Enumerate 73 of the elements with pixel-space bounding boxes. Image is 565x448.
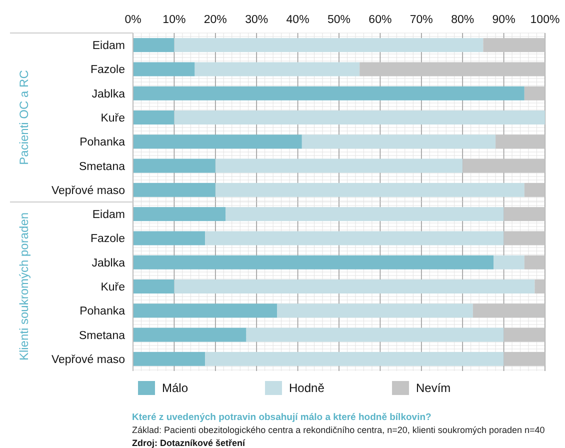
x-tick-label: 0% <box>124 14 142 26</box>
y-tick-label: Jablka <box>92 257 126 270</box>
bar <box>133 207 226 222</box>
bar <box>194 62 360 76</box>
bar <box>133 231 206 246</box>
bar <box>534 280 545 294</box>
bar <box>504 328 545 342</box>
bar <box>205 231 504 246</box>
bar <box>462 158 545 173</box>
x-tick-label: 20% <box>204 14 227 26</box>
text: Zdroj: Dotazníkové šetření <box>132 438 246 448</box>
bar <box>494 255 524 270</box>
bar <box>174 280 535 294</box>
y-tick-label: Smetana <box>78 330 126 342</box>
y-tick-label: Smetana <box>78 160 126 173</box>
bar <box>277 304 473 318</box>
bar <box>496 134 545 149</box>
y-tick-label: Vepřové maso <box>51 184 125 197</box>
bar <box>133 255 494 270</box>
bar <box>215 158 463 173</box>
y-tick-label: Fazole <box>90 64 125 76</box>
x-tick-label: 80% <box>451 14 474 26</box>
bar <box>215 182 524 197</box>
bar <box>246 328 504 342</box>
bar <box>133 182 216 197</box>
y-axis-title: Klienti soukromých poraden <box>17 212 31 361</box>
bar <box>524 255 545 270</box>
y-axis-title: Pacienti OC a RC <box>17 70 31 165</box>
y-tick-label: Kuře <box>100 112 125 125</box>
x-tick-label: 90% <box>492 14 516 26</box>
bar <box>174 110 545 124</box>
bar <box>483 38 545 52</box>
bar <box>133 158 216 173</box>
bar <box>226 207 504 222</box>
bar <box>504 207 545 222</box>
bar <box>133 62 195 76</box>
bar <box>133 38 174 52</box>
x-tick-label: 60% <box>368 14 392 26</box>
x-tick-label: 50% <box>327 14 351 26</box>
text: Základ: Pacienti obezitologického centra a rekondičního centra, n=20, klienti soukromých poraden n=40 <box>132 425 545 435</box>
bar <box>174 38 484 52</box>
legend-label: Málo <box>162 381 188 395</box>
x-tick-label: 40% <box>286 14 310 26</box>
text: Které z uvedených potravin obsahují málo a které hodně bílkovin? <box>132 412 432 423</box>
x-tick-label: 100% <box>530 14 560 26</box>
legend-label: Nevím <box>416 381 451 395</box>
bar <box>524 182 545 197</box>
x-tick-label: 30% <box>245 14 268 26</box>
bar <box>133 134 302 149</box>
x-tick-label: 70% <box>410 14 433 26</box>
bar <box>504 231 545 246</box>
bar <box>133 304 278 318</box>
y-tick-label: Pohanka <box>80 136 126 149</box>
y-tick-label: Eidam <box>92 209 125 222</box>
bar <box>472 304 545 318</box>
x-tick-label: 10% <box>162 14 186 26</box>
y-tick-label: Eidam <box>92 40 125 52</box>
bar <box>205 352 504 366</box>
y-tick-label: Kuře <box>100 282 125 294</box>
y-tick-label: Vepřové maso <box>51 354 125 366</box>
bar <box>133 280 174 294</box>
bar <box>524 86 545 100</box>
bar <box>302 134 496 149</box>
bar <box>360 62 545 76</box>
y-tick-label: Fazole <box>90 233 125 246</box>
bar <box>133 110 174 124</box>
y-tick-label: Pohanka <box>80 306 126 318</box>
y-tick-label: Jablka <box>92 88 126 100</box>
bar <box>133 352 206 366</box>
bar <box>504 352 545 366</box>
legend-label: Hodně <box>289 381 325 395</box>
bar <box>133 86 524 100</box>
bar <box>133 328 246 342</box>
